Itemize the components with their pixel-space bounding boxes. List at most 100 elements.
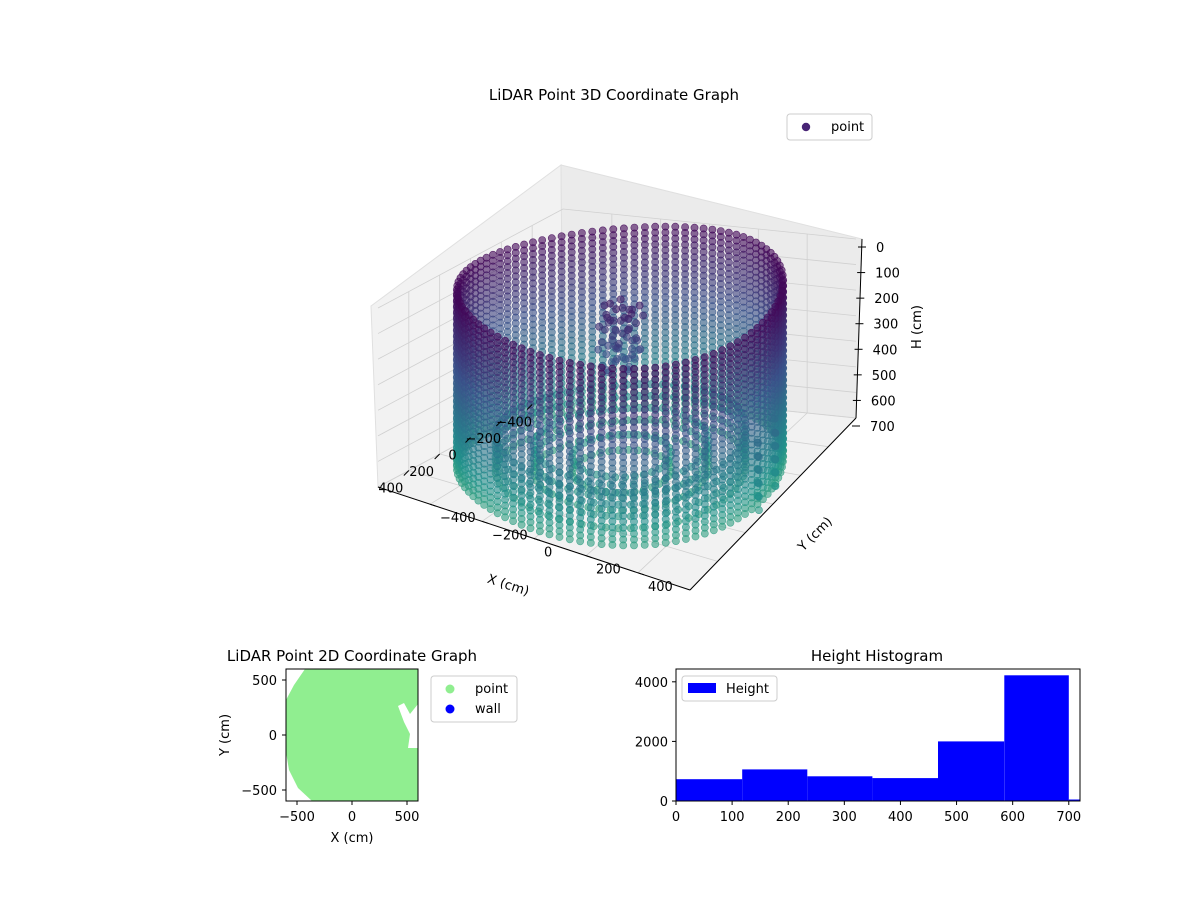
point-3d <box>636 345 645 353</box>
z-tick-label: 300 <box>873 318 898 333</box>
legend-2d-label-point: point <box>475 682 508 697</box>
point-3d <box>682 535 690 543</box>
x-tick-label: 200 <box>409 465 434 480</box>
y-tick-label: 400 <box>648 580 673 595</box>
z-tick-label: 600 <box>871 394 896 409</box>
point-3d <box>632 334 641 342</box>
histogram-bars <box>676 675 1080 801</box>
point-3d <box>691 532 700 541</box>
x-tick-label-histogram: 400 <box>888 810 913 825</box>
point-3d <box>640 541 649 549</box>
y-tick-label: −200 <box>492 528 528 543</box>
histogram-bar <box>742 769 808 801</box>
point-3d <box>517 520 526 529</box>
point-3d <box>594 345 603 354</box>
x-tick-label-histogram: 500 <box>944 810 969 825</box>
point-3d <box>651 540 660 548</box>
chart-2d-title: LiDAR Point 2D Coordinate Graph <box>227 647 477 665</box>
histogram-bar <box>872 778 938 801</box>
histogram-title: Height Histogram <box>811 647 943 665</box>
legend-histogram: Height <box>681 675 778 702</box>
point-3d <box>555 533 564 541</box>
legend-2d-marker-point <box>445 684 455 694</box>
x-tick-label-2d: 500 <box>395 810 420 825</box>
point-3d <box>726 518 735 527</box>
x-axis-label: X (cm) <box>485 572 531 600</box>
legend-2d-label-wall: wall <box>475 702 501 717</box>
z-tick-label: 700 <box>870 420 895 435</box>
point-3d <box>565 535 574 544</box>
x-axis-label-2d: X (cm) <box>331 831 374 846</box>
y-tick-label-histogram: 2000 <box>635 735 668 750</box>
histogram-bar <box>1004 675 1069 801</box>
point-3d <box>771 482 780 490</box>
point-3d <box>635 301 644 310</box>
legend-histogram-swatch <box>688 683 716 693</box>
point-3d <box>597 338 606 347</box>
histogram-bar <box>807 776 873 801</box>
ticks-3d: −400−2000200400−400−20002004000100200300… <box>378 241 900 595</box>
x-tick-label: −400 <box>496 416 532 431</box>
point-3d <box>755 492 763 501</box>
z-axis-line <box>855 238 863 419</box>
point-3d <box>771 455 780 464</box>
point-3d <box>545 530 554 539</box>
point-3d <box>771 442 780 451</box>
z-tick-label: 0 <box>876 241 884 256</box>
x-tick-label: 0 <box>448 449 456 464</box>
point-3d <box>597 540 606 548</box>
point-3d <box>747 505 756 514</box>
point-3d <box>576 537 585 546</box>
point-3d <box>771 429 780 437</box>
points-3d <box>452 222 788 550</box>
point-3d <box>734 514 742 523</box>
y-tick-label-2d: −500 <box>241 784 277 799</box>
point-3d <box>536 527 544 536</box>
point-3d <box>493 509 502 518</box>
histogram-bar <box>676 779 743 801</box>
point-3d <box>672 537 680 545</box>
z-axis-label: H (cm) <box>910 305 925 349</box>
x-tick-label-2d: −500 <box>279 810 315 825</box>
point-3d <box>509 517 517 525</box>
point-3d <box>619 541 628 550</box>
point-3d <box>612 305 620 314</box>
legend-3d-label-point: point <box>831 120 864 135</box>
point-3d <box>771 468 780 477</box>
plot-area-2d <box>286 669 418 801</box>
x-tick-label-histogram: 100 <box>720 810 745 825</box>
point-3d <box>741 510 749 518</box>
frame-histogram <box>675 668 1081 802</box>
point-3d <box>480 500 489 509</box>
point-3d <box>613 355 621 363</box>
point-3d <box>639 311 647 320</box>
point-3d <box>632 319 640 328</box>
point-3d <box>615 339 623 348</box>
legend-histogram-label: Height <box>726 682 769 697</box>
x-tick-label-histogram: 700 <box>1056 810 1081 825</box>
x-tick-label: 400 <box>378 482 403 497</box>
point-3d <box>602 350 611 359</box>
point-3d <box>755 479 763 488</box>
point-3d <box>754 439 762 447</box>
histogram-bar <box>1068 799 1080 801</box>
ticks-histogram: 0 100 200 300 400 500 600 700 0 2000 4000 <box>635 676 1081 825</box>
z-tick-label: 500 <box>872 369 897 384</box>
legend-3d-frame <box>786 113 873 141</box>
x-tick-label-histogram: 600 <box>1000 810 1025 825</box>
y-axis-line <box>689 417 857 591</box>
x-tick-label: −200 <box>465 432 501 447</box>
point-3d <box>700 529 709 538</box>
histogram-bar <box>938 741 1005 801</box>
y-tick-label-histogram: 4000 <box>635 676 668 691</box>
y-tick-label-2d: 500 <box>252 674 277 689</box>
point-3d <box>618 303 627 312</box>
point-3d <box>661 538 670 547</box>
chart-2d: LiDAR Point 2D Coordinate Graph −500−500… <box>218 647 518 846</box>
point-3d <box>709 526 718 535</box>
point-3d <box>606 299 614 308</box>
point-3d <box>603 313 612 322</box>
y-tick-label: 200 <box>596 563 621 578</box>
point-3d <box>604 341 613 350</box>
